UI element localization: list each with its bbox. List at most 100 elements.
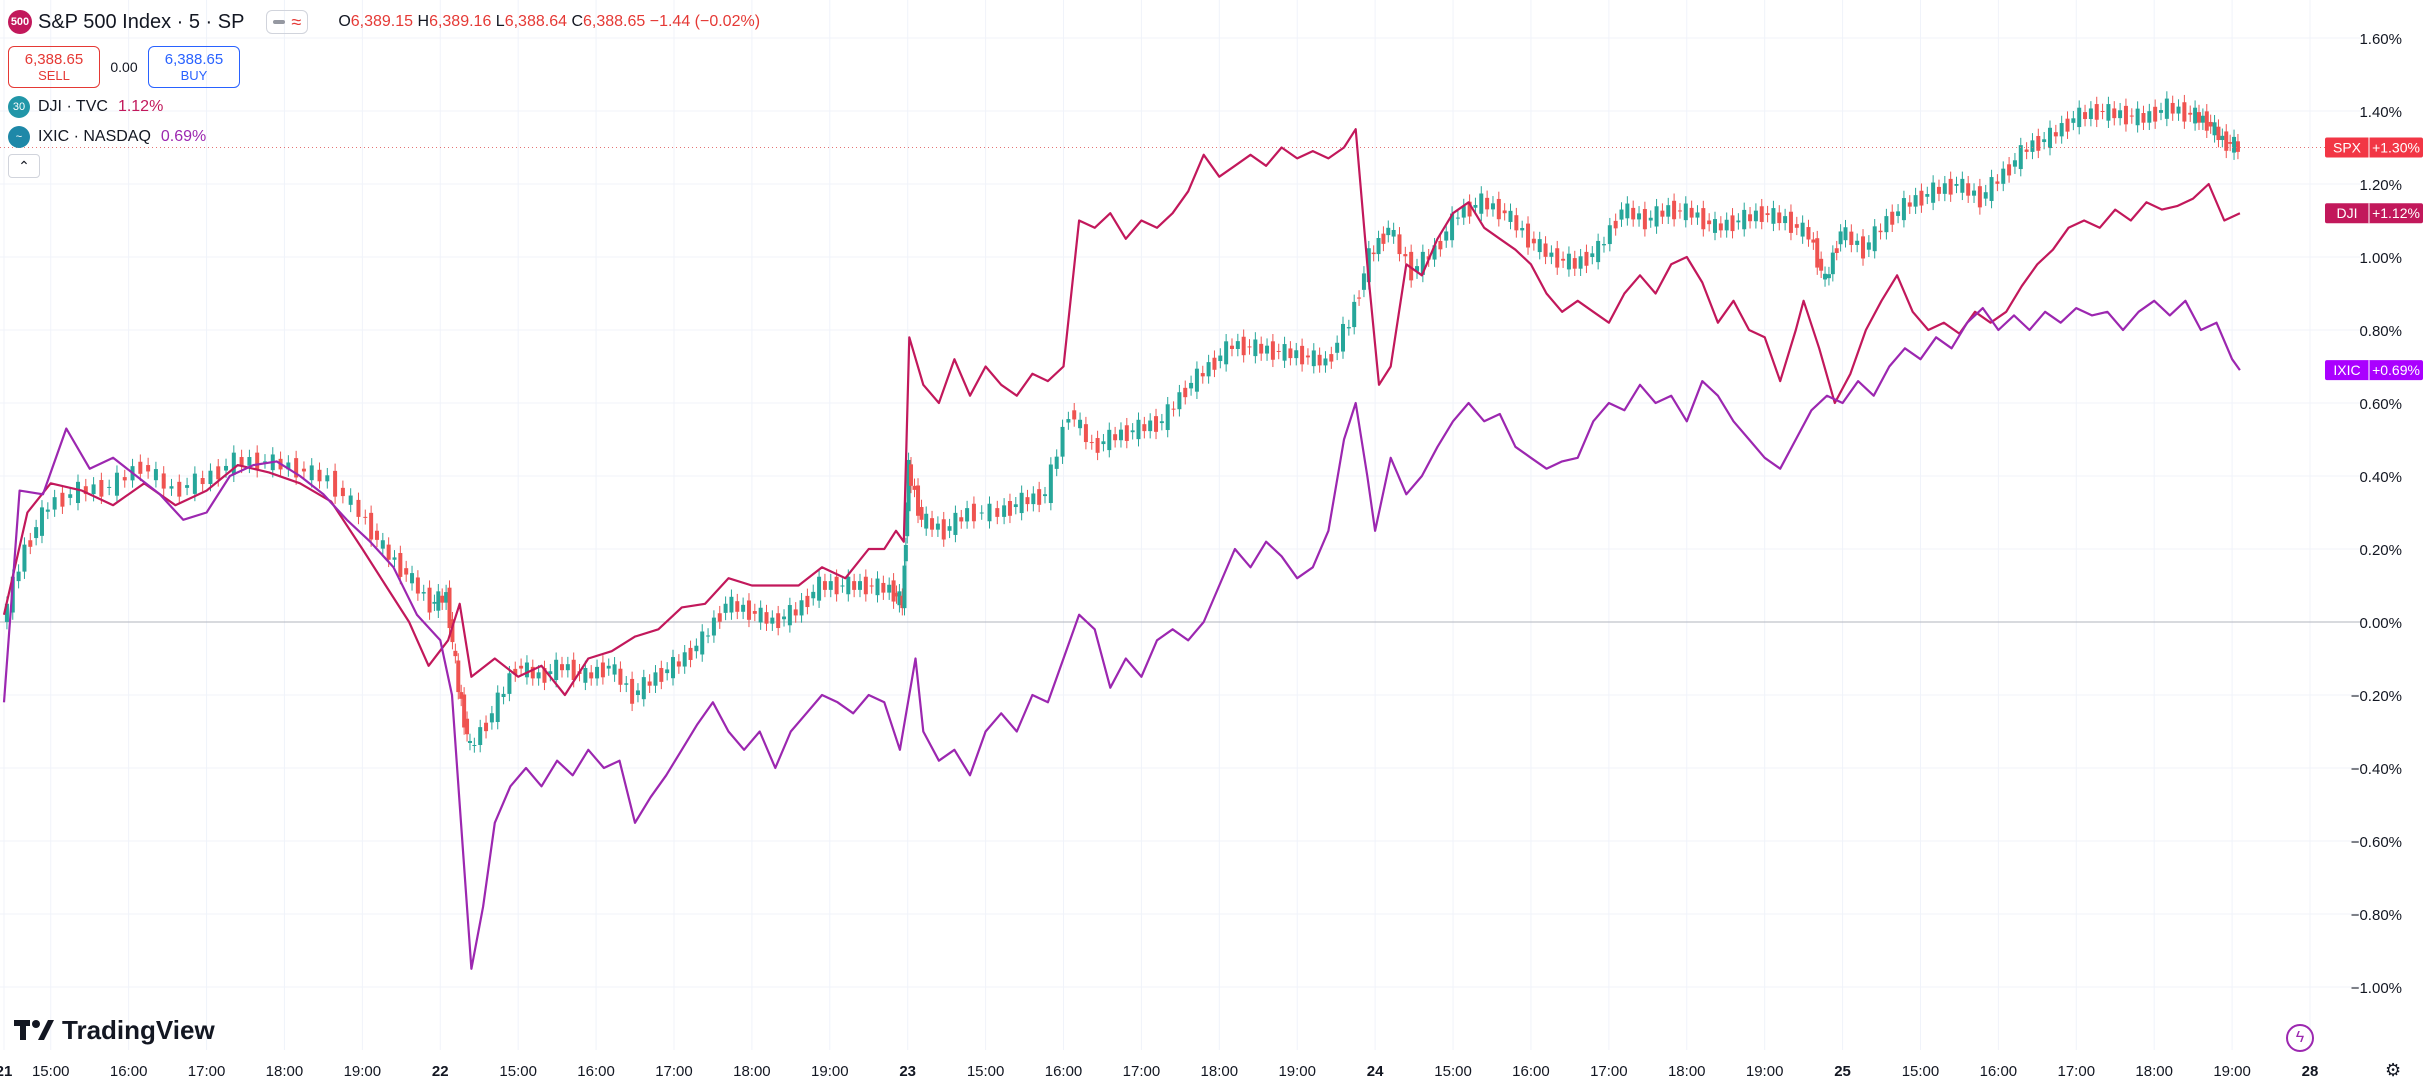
candle-body [1007,501,1012,516]
candle-body [1989,177,1994,201]
candle-body [1265,345,1270,354]
x-tick-label: 21 [0,1063,12,1080]
ixic-icon: ~ [8,126,30,148]
candle-body [1811,239,1816,243]
candle-body [2018,145,2023,170]
tradingview-logo[interactable]: TradingView [14,1015,215,1046]
candle-body [782,616,787,620]
candle-body [1002,505,1007,517]
compare-toggle-pill[interactable]: ≈ [266,10,309,34]
candle-body [1695,212,1700,218]
x-tick-label: 15:00 [1434,1063,1472,1080]
candle-body [333,470,338,497]
x-tick-label: 19:00 [1746,1063,1784,1080]
candle-body [916,485,921,516]
candle-body [1948,178,1953,195]
y-tick-label: −0.40% [2351,761,2402,778]
candle-body [1823,273,1828,280]
candle-body [1276,350,1281,352]
candle-body [822,581,827,590]
collapse-legend-button[interactable]: ⌃ [8,154,40,178]
symbol-title[interactable]: S&P 500 Index · 5 · SP [38,10,245,33]
price-tag-spx [2325,137,2423,158]
candle-body [76,481,81,504]
candle-body [1282,344,1287,361]
candle-body [1913,195,1918,207]
candle-body [1648,217,1653,221]
candle-body [1148,420,1153,432]
candle-body [1742,209,1747,230]
gear-icon[interactable]: ⚙ [2385,1060,2402,1080]
candle-body [1376,238,1381,255]
candle-body [1901,198,1906,221]
candle-body [415,577,420,594]
candle-body [1479,193,1484,214]
candle-body [2118,110,2123,119]
candle-body [840,585,845,587]
y-tick-label: −1.00% [2351,980,2402,997]
candle-body [1212,357,1217,370]
x-tick-label: 22 [432,1063,449,1080]
candle-body [1189,382,1194,389]
candle-body [2112,108,2117,119]
candle-body [2030,140,2035,152]
candle-body [1019,492,1024,514]
candle-body [363,516,368,518]
candle-body [1834,248,1839,253]
candle-body [1759,206,1764,222]
candle-body [1496,198,1501,220]
candle-body [1072,410,1077,420]
x-tick-label: 28 [2302,1063,2319,1080]
candle-body [971,503,976,522]
candle-body [891,580,896,602]
candle-body [177,481,182,497]
candle-body [161,473,166,489]
sell-button[interactable]: 6,388.65 SELL [8,46,100,88]
candle-body [1718,223,1723,231]
candle-body [805,595,810,608]
candle-body [618,668,623,685]
candle-body [1136,419,1141,440]
candle-body [919,507,924,520]
price-tag-value: +1.12% [2372,205,2420,221]
legend-series-ixic[interactable]: ~ IXIC · NASDAQ 0.69% [8,126,760,148]
buy-button[interactable]: 6,388.65 BUY [148,46,240,88]
candle-body [735,601,740,612]
candle-body [467,740,472,743]
candle-body [1753,210,1758,222]
candle-body [1549,252,1554,257]
candle-body [1855,240,1860,245]
candle-body [817,576,822,601]
price-tag-value: +1.30% [2372,140,2420,156]
candle-body [536,672,541,679]
x-tick-label: 16:00 [1980,1063,2018,1080]
candle-body [1048,464,1053,504]
candle-body [447,587,452,629]
candle-body [1849,231,1854,245]
candle-body [1683,203,1688,221]
x-tick-label: 16:00 [110,1063,148,1080]
x-tick-label: 17:00 [2058,1063,2096,1080]
candle-body [635,690,640,695]
candle-body [1730,215,1735,232]
candle-body [286,462,291,470]
x-tick-label: 17:00 [1123,1063,1161,1080]
candle-body [404,568,409,575]
candle-body [2135,108,2140,126]
candle-body [1118,429,1123,441]
candle-body [688,647,693,660]
candle-body [1794,224,1799,228]
candle-body [1171,408,1176,410]
legend-series-dji[interactable]: 30 DJI · TVC 1.12% [8,96,760,118]
candle-body [1381,233,1386,244]
lightning-icon[interactable]: ϟ [2286,1024,2314,1052]
candle-body [1473,204,1478,208]
y-tick-label: −0.20% [2351,688,2402,705]
minus-icon [273,20,286,24]
candle-body [723,603,728,613]
candle-body [1707,220,1712,225]
candle-body [169,486,174,489]
candle-body [2106,104,2111,121]
y-tick-label: 1.00% [2359,250,2402,267]
